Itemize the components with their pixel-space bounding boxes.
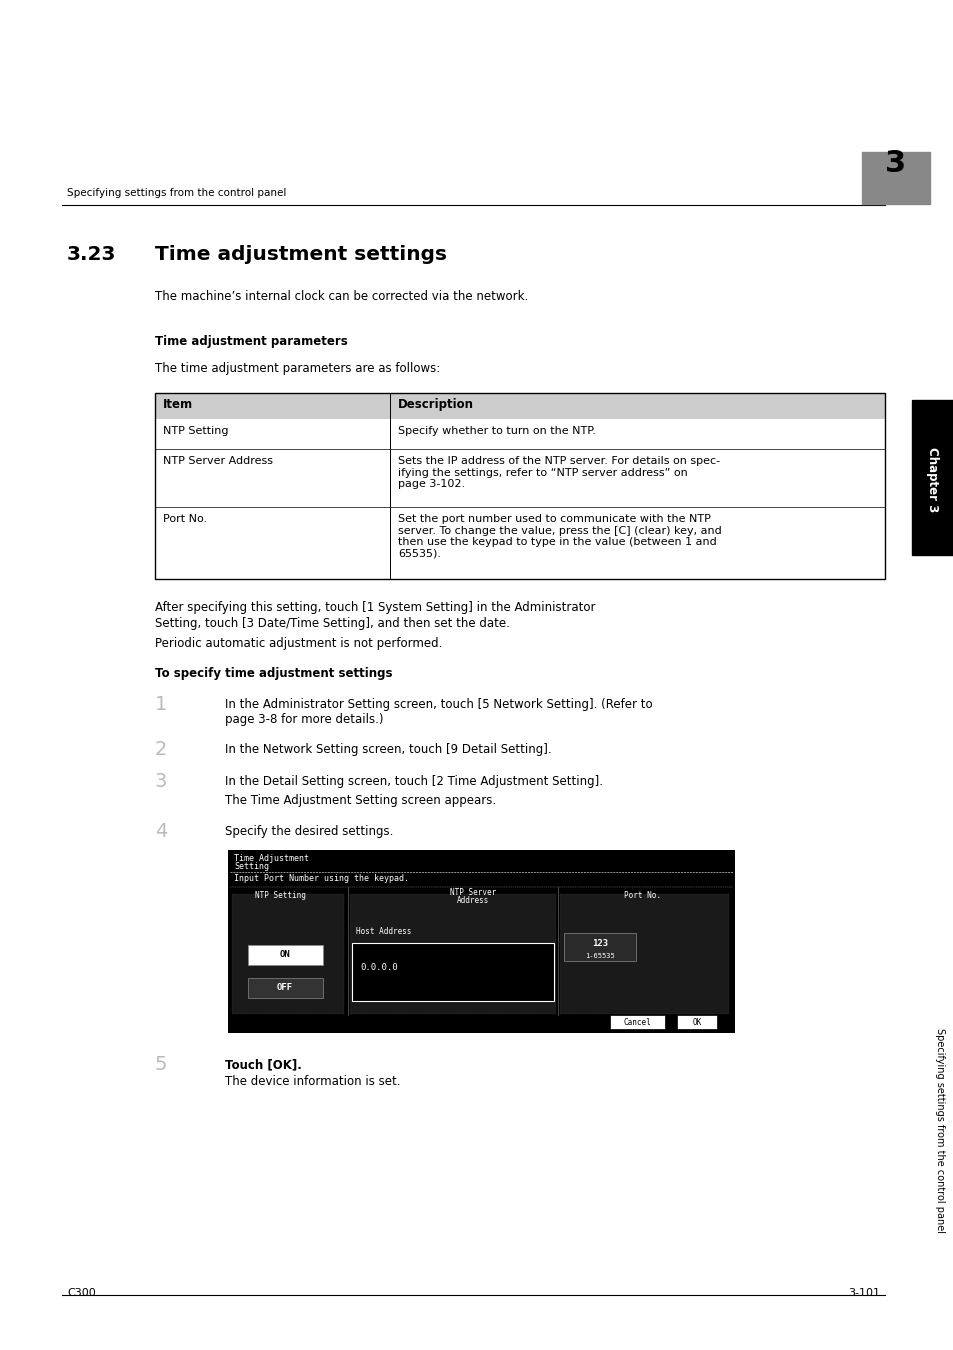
Text: Cancel: Cancel bbox=[622, 1018, 650, 1027]
Text: OK: OK bbox=[692, 1018, 700, 1027]
Text: Description: Description bbox=[397, 398, 474, 410]
Text: The Time Adjustment Setting screen appears.: The Time Adjustment Setting screen appea… bbox=[225, 794, 496, 807]
Text: Host Address: Host Address bbox=[355, 927, 411, 936]
Text: C300: C300 bbox=[67, 1288, 95, 1297]
Text: 1-65535: 1-65535 bbox=[584, 953, 615, 958]
Text: Chapter 3: Chapter 3 bbox=[925, 447, 939, 513]
Bar bbox=[248, 977, 323, 998]
Text: 3: 3 bbox=[154, 772, 167, 791]
Text: To specify time adjustment settings: To specify time adjustment settings bbox=[154, 667, 392, 680]
Text: Time adjustment settings: Time adjustment settings bbox=[154, 244, 447, 265]
Text: NTP Setting: NTP Setting bbox=[163, 427, 229, 436]
Bar bbox=[228, 850, 734, 1033]
Text: Specify whether to turn on the NTP.: Specify whether to turn on the NTP. bbox=[397, 427, 596, 436]
Text: Specifying settings from the control panel: Specifying settings from the control pan… bbox=[934, 1027, 944, 1233]
Text: 3.23: 3.23 bbox=[67, 244, 116, 265]
Text: NTP Setting: NTP Setting bbox=[254, 891, 305, 900]
Text: OFF: OFF bbox=[276, 983, 293, 992]
Bar bbox=[154, 393, 884, 418]
Text: Port No.: Port No. bbox=[163, 514, 207, 524]
Bar bbox=[248, 945, 323, 965]
Text: Item: Item bbox=[163, 398, 193, 410]
Text: 123: 123 bbox=[591, 940, 607, 948]
Text: The machine’s internal clock can be corrected via the network.: The machine’s internal clock can be corr… bbox=[154, 290, 528, 302]
Text: Periodic automatic adjustment is not performed.: Periodic automatic adjustment is not per… bbox=[154, 637, 442, 649]
Text: In the Detail Setting screen, touch [2 Time Adjustment Setting].: In the Detail Setting screen, touch [2 T… bbox=[225, 775, 602, 788]
Text: Setting, touch [3 Date/Time Setting], and then set the date.: Setting, touch [3 Date/Time Setting], an… bbox=[154, 617, 509, 630]
Bar bbox=[563, 933, 636, 961]
Bar bbox=[350, 894, 556, 1014]
Text: page 3-8 for more details.): page 3-8 for more details.) bbox=[225, 713, 383, 726]
Text: Time Adjustment: Time Adjustment bbox=[233, 855, 309, 863]
Bar bbox=[232, 894, 344, 1014]
Text: NTP Server Address: NTP Server Address bbox=[163, 456, 273, 466]
Text: After specifying this setting, touch [1 System Setting] in the Administrator: After specifying this setting, touch [1 … bbox=[154, 601, 595, 614]
Text: Specifying settings from the control panel: Specifying settings from the control pan… bbox=[67, 188, 286, 198]
Text: Time adjustment parameters: Time adjustment parameters bbox=[154, 335, 348, 348]
Bar bbox=[862, 153, 929, 204]
Text: Specify the desired settings.: Specify the desired settings. bbox=[225, 825, 393, 838]
Text: 1: 1 bbox=[154, 695, 167, 714]
Text: 3: 3 bbox=[884, 148, 905, 178]
Text: Address: Address bbox=[456, 896, 489, 905]
Text: Set the port number used to communicate with the NTP
server. To change the value: Set the port number used to communicate … bbox=[397, 514, 721, 559]
Bar bbox=[911, 400, 953, 555]
Text: 2: 2 bbox=[154, 740, 167, 759]
Text: 4: 4 bbox=[154, 822, 167, 841]
Text: In the Network Setting screen, touch [9 Detail Setting].: In the Network Setting screen, touch [9 … bbox=[225, 743, 551, 756]
Text: The device information is set.: The device information is set. bbox=[225, 1075, 400, 1088]
Bar bbox=[352, 944, 554, 1000]
Text: Touch [OK].: Touch [OK]. bbox=[225, 1058, 301, 1071]
Bar bbox=[154, 393, 884, 579]
Text: 0.0.0.0: 0.0.0.0 bbox=[359, 963, 397, 972]
Text: Sets the IP address of the NTP server. For details on spec-
ifying the settings,: Sets the IP address of the NTP server. F… bbox=[397, 456, 720, 489]
Bar bbox=[677, 1015, 717, 1029]
Text: The time adjustment parameters are as follows:: The time adjustment parameters are as fo… bbox=[154, 362, 439, 375]
Text: 5: 5 bbox=[154, 1054, 168, 1075]
Text: Setting: Setting bbox=[233, 863, 269, 871]
Text: Port No.: Port No. bbox=[624, 891, 660, 900]
Text: In the Administrator Setting screen, touch [5 Network Setting]. (Refer to: In the Administrator Setting screen, tou… bbox=[225, 698, 652, 711]
Bar bbox=[609, 1015, 664, 1029]
Bar bbox=[559, 894, 728, 1014]
Text: Input Port Number using the keypad.: Input Port Number using the keypad. bbox=[233, 873, 409, 883]
Text: ON: ON bbox=[279, 950, 290, 958]
Text: 3-101: 3-101 bbox=[847, 1288, 879, 1297]
Text: NTP Server: NTP Server bbox=[450, 888, 496, 896]
